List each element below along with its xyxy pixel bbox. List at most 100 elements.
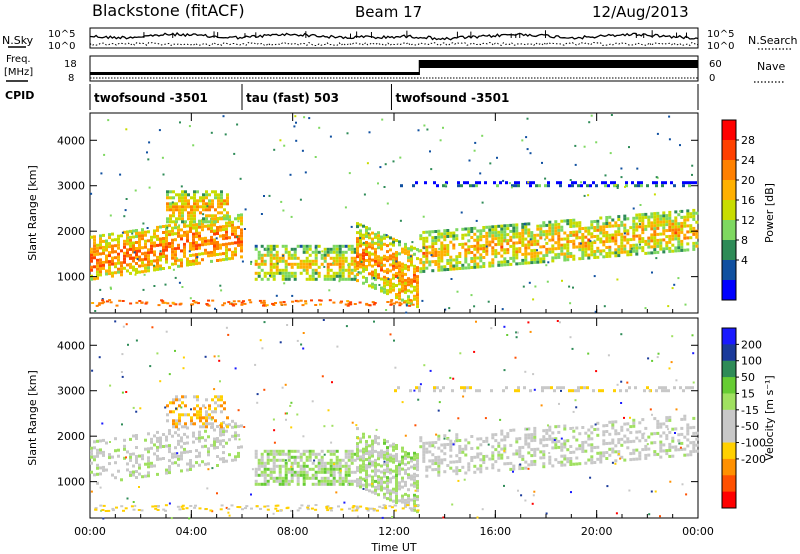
data-cell bbox=[398, 282, 401, 286]
data-cell bbox=[635, 222, 639, 226]
data-cell bbox=[601, 181, 604, 185]
data-cell bbox=[542, 435, 546, 439]
data-cell bbox=[557, 237, 561, 241]
data-cell bbox=[653, 248, 657, 252]
data-cell bbox=[404, 284, 407, 288]
data-cell bbox=[195, 232, 198, 236]
data-cell bbox=[620, 244, 624, 248]
data-cell bbox=[551, 238, 555, 242]
data-cell bbox=[569, 234, 573, 237]
axes: 00:00 04:00 08:00 12:00 16:00 20:00 00:0010001… bbox=[57, 113, 714, 538]
data-cell bbox=[199, 419, 202, 423]
ground-cell bbox=[181, 504, 185, 507]
data-cell bbox=[470, 266, 474, 269]
data-cell bbox=[314, 482, 318, 486]
data-cell bbox=[464, 242, 468, 246]
speckle-cell bbox=[345, 325, 348, 328]
data-cell bbox=[434, 248, 438, 251]
data-cell bbox=[344, 268, 348, 272]
data-cell bbox=[141, 264, 144, 268]
data-cell bbox=[183, 450, 186, 454]
data-cell bbox=[602, 222, 606, 226]
data-cell bbox=[638, 454, 642, 458]
data-cell bbox=[491, 457, 495, 461]
speckle-cell bbox=[556, 320, 559, 322]
data-cell bbox=[452, 243, 456, 247]
data-cell bbox=[509, 443, 513, 447]
data-cell bbox=[581, 233, 585, 236]
data-cell bbox=[153, 259, 156, 263]
data-cell bbox=[680, 209, 684, 213]
data-cell bbox=[652, 181, 655, 185]
speckle-cell bbox=[132, 406, 135, 409]
speckle-cell bbox=[620, 167, 623, 170]
data-cell bbox=[177, 433, 180, 437]
data-cell bbox=[434, 236, 438, 239]
data-cell bbox=[374, 458, 377, 462]
data-cell bbox=[220, 217, 223, 221]
data-cell bbox=[643, 389, 646, 393]
data-cell bbox=[228, 236, 231, 240]
data-cell bbox=[371, 454, 374, 458]
ground-cell bbox=[365, 302, 369, 305]
colorbar-segment bbox=[722, 120, 736, 141]
colorbar-segment bbox=[722, 475, 736, 493]
data-cell bbox=[219, 427, 222, 431]
data-cell bbox=[545, 235, 549, 239]
data-cell bbox=[668, 442, 672, 446]
ground-cell bbox=[366, 509, 370, 512]
speckle-cell bbox=[256, 393, 259, 396]
data-cell bbox=[108, 456, 111, 460]
data-cell bbox=[425, 465, 429, 469]
data-cell bbox=[365, 241, 368, 244]
data-cell bbox=[196, 199, 199, 203]
data-cell bbox=[665, 241, 669, 245]
data-cell bbox=[431, 468, 435, 472]
data-cell bbox=[446, 443, 450, 446]
data-cell bbox=[395, 266, 398, 269]
data-cell bbox=[413, 252, 416, 256]
data-cell bbox=[653, 441, 657, 445]
data-cell bbox=[368, 489, 371, 493]
ground-cell bbox=[378, 505, 382, 508]
data-cell bbox=[560, 252, 564, 256]
data-cell bbox=[102, 450, 105, 454]
data-cell bbox=[437, 434, 441, 438]
data-cell bbox=[401, 461, 404, 465]
data-cell bbox=[455, 228, 459, 232]
data-cell bbox=[287, 449, 291, 453]
data-cell bbox=[470, 447, 474, 450]
data-cell bbox=[196, 404, 199, 408]
data-cell bbox=[365, 470, 368, 473]
data-cell bbox=[521, 231, 525, 235]
data-cell bbox=[135, 268, 138, 271]
data-cell bbox=[686, 453, 690, 457]
data-cell bbox=[503, 462, 507, 466]
data-cell bbox=[419, 445, 423, 449]
data-cell bbox=[219, 442, 222, 446]
data-cell bbox=[554, 253, 558, 257]
data-cell bbox=[365, 280, 368, 283]
speckle-cell bbox=[182, 367, 185, 370]
data-cell bbox=[202, 425, 205, 429]
data-cell bbox=[198, 463, 201, 467]
data-cell bbox=[105, 248, 108, 252]
data-cell bbox=[680, 239, 684, 243]
data-cell bbox=[326, 467, 330, 471]
speckle-cell bbox=[333, 463, 336, 466]
data-cell bbox=[228, 242, 231, 246]
speckle-cell bbox=[675, 408, 678, 411]
data-cell bbox=[216, 244, 219, 247]
data-cell bbox=[533, 438, 537, 442]
data-cell bbox=[503, 435, 507, 439]
data-cell bbox=[332, 262, 336, 266]
data-cell bbox=[395, 254, 398, 257]
ground-cell bbox=[192, 300, 196, 302]
data-cell bbox=[497, 224, 501, 228]
data-cell bbox=[172, 214, 175, 218]
data-cell bbox=[671, 439, 675, 443]
speckle-cell bbox=[583, 145, 586, 148]
data-cell bbox=[514, 181, 517, 185]
data-cell bbox=[186, 257, 189, 261]
data-cell bbox=[491, 264, 495, 268]
